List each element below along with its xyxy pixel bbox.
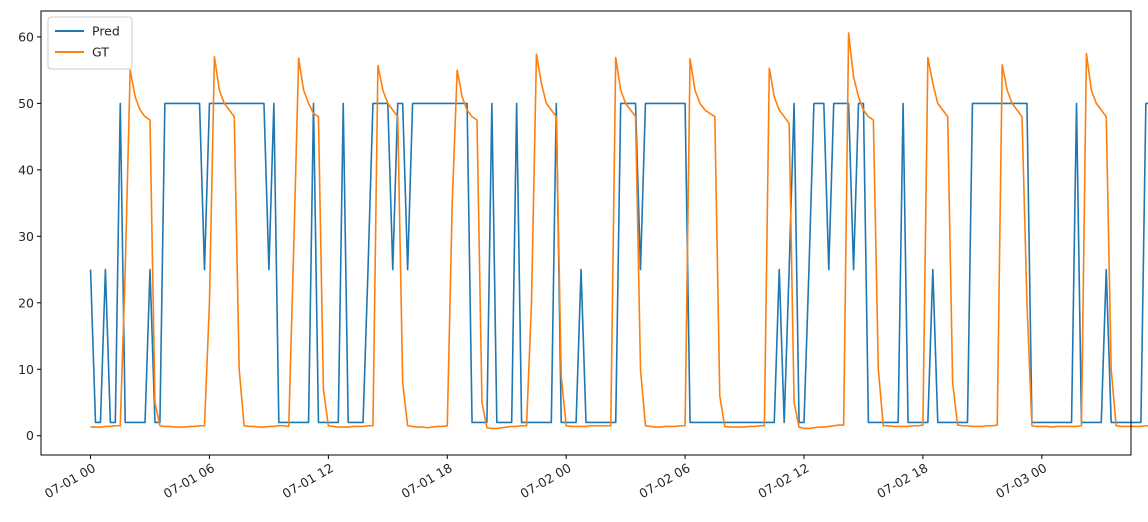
- y-tick-label: 40: [18, 162, 34, 177]
- legend-label-gt: GT: [92, 45, 109, 60]
- y-axis: 0 10 20 30 40 50 60: [18, 29, 41, 443]
- legend-label-pred: Pred: [92, 24, 120, 39]
- plot-frame: [40, 10, 1132, 456]
- y-tick-label: 20: [18, 295, 34, 310]
- series-line-gt: [90, 32, 1148, 430]
- legend: Pred GT: [47, 16, 133, 70]
- y-tick-label: 50: [18, 96, 34, 111]
- y-tick-label: 0: [26, 428, 34, 443]
- y-tick-label: 60: [18, 29, 34, 44]
- y-tick-label: 10: [18, 362, 34, 377]
- series-layer: [89, 32, 1148, 430]
- y-tick-label: 30: [18, 229, 34, 244]
- series-line-pred: [89, 102, 1148, 424]
